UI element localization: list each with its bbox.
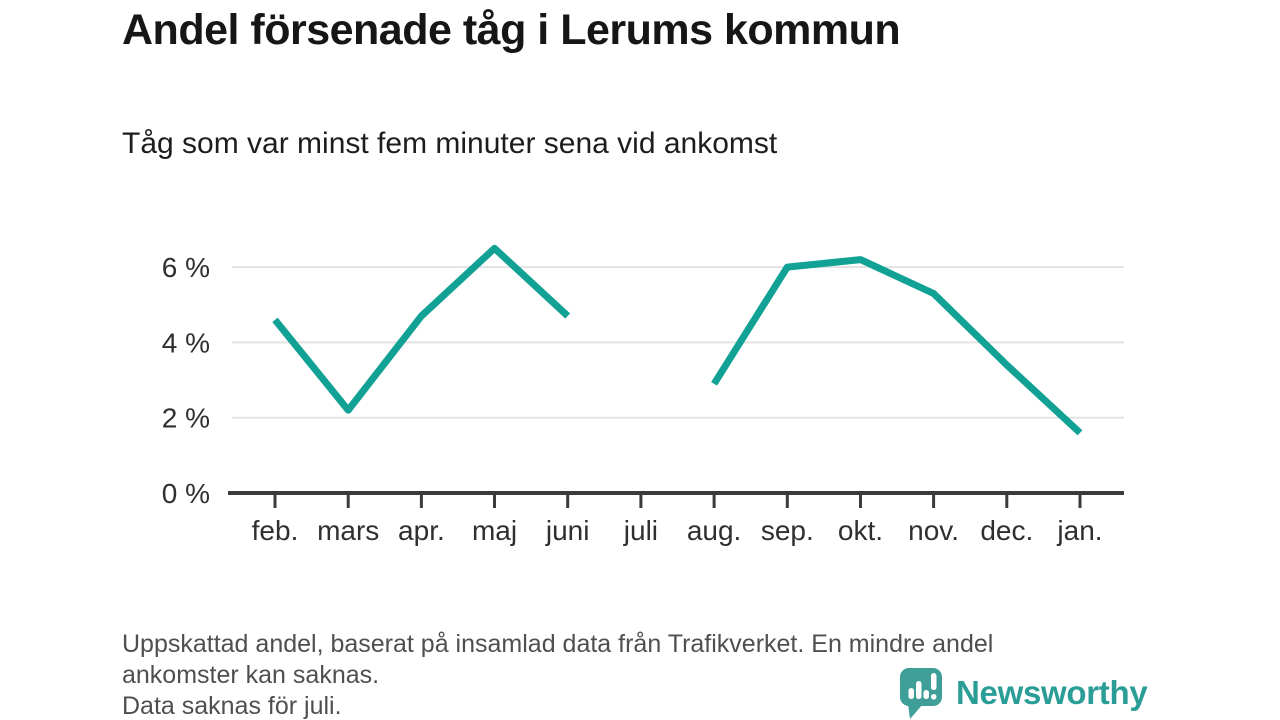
x-axis-label-nov: nov. [908, 515, 959, 546]
footnote-line-2: ankomster kan saknas. [122, 661, 380, 689]
delayed-trains-line-segment-2 [711, 256, 1083, 436]
newsworthy-wordmark: Newsworthy [956, 674, 1148, 711]
footnote: Uppskattad andel, baserat på insamlad da… [122, 629, 1162, 720]
x-axis-label-feb: feb. [252, 515, 299, 546]
y-axis-label-0: 0 % [162, 478, 210, 509]
x-axis-label-juli: juli [623, 515, 658, 546]
newsworthy-logo: Newsworthy [898, 666, 1148, 720]
x-axis-label-dec: dec. [980, 515, 1033, 546]
footnote-line-1: Uppskattad andel, baserat på insamlad da… [122, 630, 994, 658]
x-axis-label-okt: okt. [838, 515, 883, 546]
chart-subtitle: Tåg som var minst fem minuter sena vid a… [122, 127, 778, 160]
x-axis-label-mars: mars [317, 515, 379, 546]
x-axis-label-sep: sep. [761, 515, 814, 546]
x-axis-label-aug: aug. [687, 515, 742, 546]
chart-title: Andel försenade tåg i Lerums kommun [122, 6, 901, 54]
y-axis-label-4: 4 % [162, 327, 210, 358]
x-axis-label-apr: apr. [398, 515, 445, 546]
x-axis-label-maj: maj [472, 515, 517, 546]
y-axis-label-2: 2 % [162, 403, 210, 434]
bar-chart-speech-bubble-icon [900, 668, 942, 719]
footnote-line-3: Data saknas för juli. [122, 692, 342, 720]
line-chart: 0 % 2 % 4 % 6 % feb. mars apr. maj juni juli aug. s… [162, 244, 1124, 546]
x-axis-label-jan: jan. [1056, 515, 1102, 546]
y-axis-label-6: 6 % [162, 252, 210, 283]
delayed-trains-line-segment-1 [272, 244, 571, 414]
x-axis-label-juni: juni [545, 515, 590, 546]
